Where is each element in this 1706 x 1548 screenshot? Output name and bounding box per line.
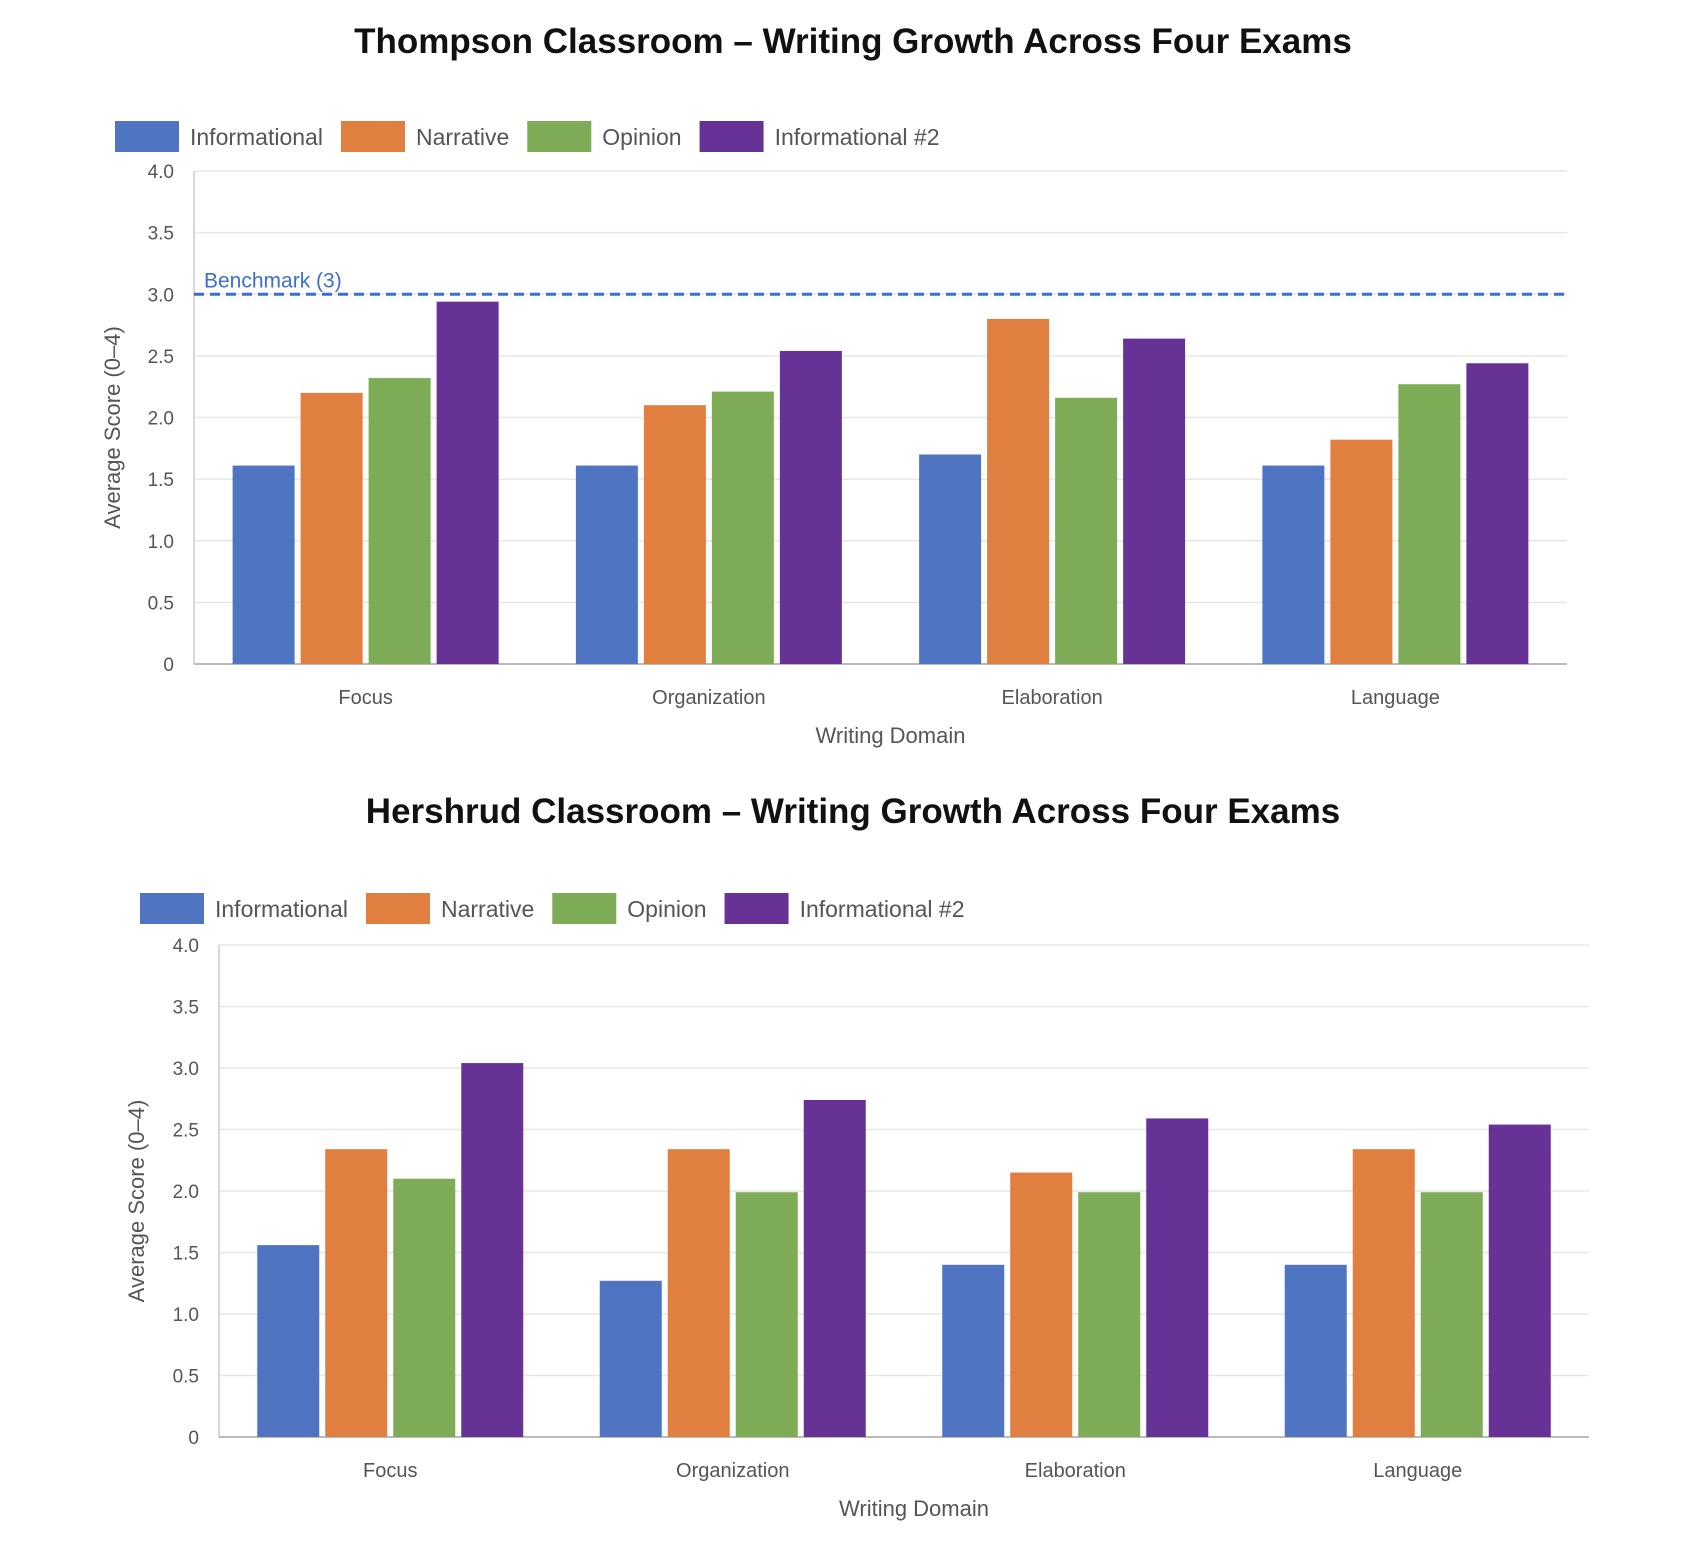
y-tick-label: 0	[163, 655, 174, 676]
bar	[942, 1264, 1005, 1437]
bar	[1123, 338, 1186, 664]
x-category-label: Organization	[652, 687, 765, 709]
bar	[368, 378, 431, 664]
bar	[1466, 363, 1529, 664]
bar	[232, 465, 295, 664]
legend-swatch	[365, 893, 430, 924]
x-category-label: Language	[1373, 1460, 1462, 1482]
legend-label: Opinion	[627, 896, 706, 922]
bar	[1352, 1149, 1415, 1437]
chart-title: Hershrud Classroom – Writing Growth Acro…	[365, 792, 1341, 831]
legend-label: Opinion	[602, 124, 681, 150]
bar	[1398, 384, 1461, 664]
y-axis-title: Average Score (0–4)	[100, 326, 125, 529]
thompson-chart: Thompson Classroom – Writing Growth Acro…	[0, 0, 1706, 770]
bar	[1488, 1124, 1551, 1437]
y-tick-label: 4.0	[173, 936, 199, 957]
bar	[1262, 465, 1325, 664]
bar	[987, 318, 1050, 664]
legend-label: Informational #2	[800, 896, 965, 922]
bar	[1284, 1264, 1347, 1437]
legend-swatch	[115, 121, 179, 152]
legend-swatch	[340, 121, 405, 152]
y-tick-label: 2.5	[148, 347, 174, 368]
legend-swatch	[552, 893, 617, 924]
y-tick-label: 1.5	[148, 470, 174, 491]
bar	[1330, 439, 1393, 664]
legend-label: Narrative	[416, 124, 509, 150]
x-category-label: Elaboration	[1025, 1460, 1126, 1482]
bar	[779, 350, 842, 664]
y-axis-title: Average Score (0–4)	[124, 1100, 149, 1303]
y-tick-label: 2.0	[148, 409, 174, 430]
bar	[257, 1245, 320, 1437]
hershrud-chart-svg: 0 0.5 1.0 1.5 2.0 2.5 3.0 3.5 4.0 Focus Organizati…	[124, 893, 1589, 1521]
legend-label: Informational #2	[775, 124, 940, 150]
legend-item: Opinion	[552, 893, 707, 924]
legend-item: Opinion	[527, 121, 682, 152]
x-axis-title: Writing Domain	[839, 1496, 989, 1521]
legend-item: Narrative	[340, 121, 509, 152]
bar	[436, 301, 499, 664]
bar	[1146, 1118, 1209, 1437]
x-category-label: Organization	[676, 1460, 789, 1482]
legend-swatch	[724, 893, 789, 924]
bar	[1055, 397, 1118, 664]
bar	[325, 1149, 388, 1437]
legend-label: Informational	[215, 896, 348, 922]
legend-item: Informational #2	[699, 121, 940, 152]
y-tick-label: 1.5	[173, 1244, 199, 1265]
chart-title: Thompson Classroom – Writing Growth Acro…	[354, 22, 1352, 61]
y-tick-label: 3.0	[148, 285, 174, 306]
bar	[1420, 1192, 1483, 1437]
y-tick-label: 3.5	[173, 998, 199, 1019]
legend-item: Informational	[140, 893, 348, 924]
x-category-label: Focus	[363, 1460, 417, 1482]
legend-label: Informational	[190, 124, 323, 150]
x-axis-title: Writing Domain	[816, 723, 966, 748]
bar	[599, 1280, 662, 1437]
y-tick-label: 2.0	[173, 1182, 199, 1203]
bar	[461, 1063, 524, 1437]
bar	[803, 1099, 866, 1437]
x-category-label: Language	[1351, 687, 1440, 709]
legend-swatch	[140, 893, 204, 924]
x-category-label: Focus	[338, 687, 392, 709]
legend: Informational Narrative Opinion Information…	[140, 893, 965, 924]
legend-item: Narrative	[365, 893, 534, 924]
legend-swatch	[699, 121, 764, 152]
benchmark-label: Benchmark (3)	[204, 269, 342, 292]
legend-item: Informational	[115, 121, 323, 152]
y-tick-label: 3.5	[148, 224, 174, 245]
legend-item: Informational #2	[724, 893, 965, 924]
bar	[735, 1192, 798, 1437]
y-tick-label: 3.0	[173, 1059, 199, 1080]
x-category-label: Elaboration	[1002, 687, 1103, 709]
hershrud-chart: Hershrud Classroom – Writing Growth Acro…	[0, 770, 1706, 1548]
thompson-chart-svg: 0 0.5 1.0 1.5 2.0 2.5 3.0 3.5 4.0 Focus Organizati…	[100, 121, 1567, 748]
bar	[575, 465, 638, 664]
legend-label: Narrative	[441, 896, 534, 922]
bar	[919, 454, 982, 664]
y-tick-label: 0.5	[148, 593, 174, 614]
bar	[643, 405, 706, 664]
legend-swatch	[527, 121, 592, 152]
y-tick-label: 4.0	[148, 162, 174, 183]
bar	[667, 1149, 730, 1437]
bar	[711, 391, 774, 664]
y-tick-label: 1.0	[173, 1305, 199, 1326]
y-tick-label: 2.5	[173, 1121, 199, 1142]
bar	[393, 1178, 456, 1437]
bar	[300, 392, 363, 664]
y-tick-label: 0	[188, 1428, 199, 1449]
bar	[1078, 1192, 1141, 1437]
y-tick-label: 1.0	[148, 532, 174, 553]
bar	[1010, 1172, 1073, 1437]
y-tick-label: 0.5	[173, 1367, 199, 1388]
legend: Informational Narrative Opinion Information…	[115, 121, 940, 152]
